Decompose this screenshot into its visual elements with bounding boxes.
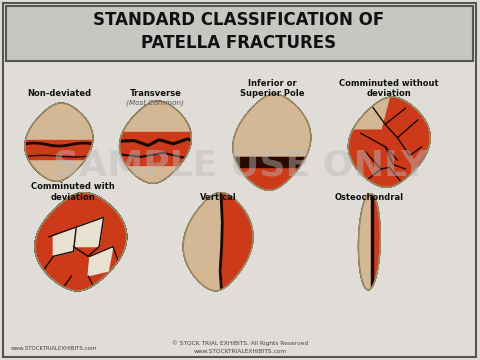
PathPatch shape bbox=[348, 97, 430, 187]
Polygon shape bbox=[35, 193, 127, 291]
Text: Osteochondral: Osteochondral bbox=[335, 193, 404, 202]
Polygon shape bbox=[233, 94, 311, 190]
PathPatch shape bbox=[35, 193, 127, 291]
PathPatch shape bbox=[340, 89, 438, 196]
Text: Inferior or
Superior Pole: Inferior or Superior Pole bbox=[240, 79, 304, 98]
PathPatch shape bbox=[222, 183, 260, 300]
PathPatch shape bbox=[359, 194, 380, 290]
PathPatch shape bbox=[112, 132, 198, 165]
PathPatch shape bbox=[348, 97, 430, 187]
PathPatch shape bbox=[120, 101, 191, 183]
Text: (Most Common): (Most Common) bbox=[126, 99, 184, 106]
Text: PATELLA FRACTURES: PATELLA FRACTURES bbox=[142, 34, 336, 52]
PathPatch shape bbox=[26, 183, 136, 300]
PathPatch shape bbox=[344, 98, 389, 129]
Text: Vertical: Vertical bbox=[200, 193, 237, 202]
PathPatch shape bbox=[35, 193, 127, 291]
PathPatch shape bbox=[372, 184, 383, 299]
Polygon shape bbox=[25, 103, 93, 181]
PathPatch shape bbox=[225, 157, 318, 199]
Text: Non-deviated: Non-deviated bbox=[27, 89, 91, 98]
PathPatch shape bbox=[35, 193, 127, 291]
PathPatch shape bbox=[183, 193, 253, 291]
PathPatch shape bbox=[35, 193, 127, 291]
Text: STANDARD CLASSIFICATION OF: STANDARD CLASSIFICATION OF bbox=[94, 11, 384, 29]
PathPatch shape bbox=[225, 157, 318, 167]
Text: Comminuted with
deviation: Comminuted with deviation bbox=[31, 183, 115, 202]
PathPatch shape bbox=[25, 103, 93, 181]
PathPatch shape bbox=[120, 101, 191, 183]
PathPatch shape bbox=[25, 103, 93, 181]
PathPatch shape bbox=[359, 194, 380, 290]
Text: SAMPLE USE ONLY: SAMPLE USE ONLY bbox=[53, 148, 427, 182]
PathPatch shape bbox=[348, 97, 430, 187]
Text: © STOCK TRIAL EXHIBITS. All Rights Reserved: © STOCK TRIAL EXHIBITS. All Rights Reser… bbox=[172, 340, 308, 346]
PathPatch shape bbox=[53, 227, 76, 256]
Text: Comminuted without
deviation: Comminuted without deviation bbox=[339, 79, 439, 98]
Text: www.STOCKTRIALEXHIBITS.com: www.STOCKTRIALEXHIBITS.com bbox=[11, 346, 97, 351]
PathPatch shape bbox=[35, 193, 127, 291]
PathPatch shape bbox=[183, 193, 253, 291]
Polygon shape bbox=[183, 193, 253, 291]
Text: www.STOCKTRIALEXHIBITS.com: www.STOCKTRIALEXHIBITS.com bbox=[193, 348, 287, 354]
PathPatch shape bbox=[18, 140, 99, 159]
Text: Transverse: Transverse bbox=[130, 89, 181, 98]
PathPatch shape bbox=[73, 217, 104, 247]
Polygon shape bbox=[359, 194, 380, 290]
FancyBboxPatch shape bbox=[6, 6, 473, 60]
PathPatch shape bbox=[88, 247, 113, 276]
Polygon shape bbox=[348, 97, 430, 187]
Polygon shape bbox=[120, 101, 191, 183]
PathPatch shape bbox=[233, 94, 311, 190]
PathPatch shape bbox=[25, 103, 93, 181]
PathPatch shape bbox=[120, 101, 191, 183]
PathPatch shape bbox=[233, 94, 311, 190]
